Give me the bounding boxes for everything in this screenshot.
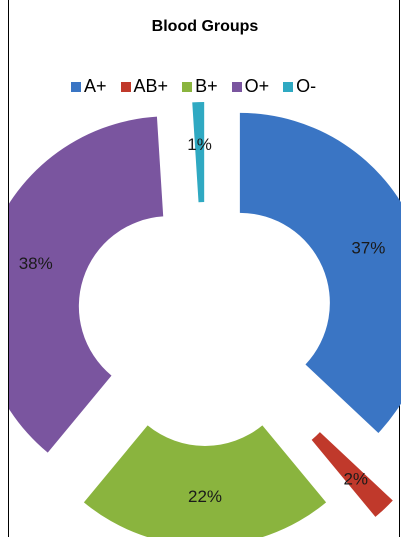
legend-item-o-minus: O-	[283, 76, 316, 97]
data-label: 1%	[187, 135, 212, 154]
legend-label: O+	[244, 76, 270, 96]
legend-item-ab-plus: AB+	[120, 76, 169, 97]
legend-swatch	[120, 81, 131, 92]
data-label: 37%	[351, 238, 385, 257]
legend-item-a-plus: A+	[71, 76, 107, 97]
legend-item-b-plus: B+	[182, 76, 218, 97]
slice-ab-minusplus	[311, 432, 393, 517]
legend-swatch	[231, 81, 242, 92]
slice-o-minus	[192, 102, 205, 203]
legend-swatch	[283, 81, 294, 92]
chart-frame: Blood Groups A+ AB+ B+ O+ O- 37% 2% 22% 38%…	[8, 0, 401, 537]
slice-o-minusplus	[9, 116, 164, 453]
slice-b-minusplus	[83, 425, 327, 537]
legend-label: O-	[296, 76, 317, 96]
data-label: 2%	[343, 470, 368, 489]
legend-swatch	[71, 81, 81, 92]
legend-label: B+	[195, 76, 218, 96]
slice-a-minusplus	[239, 112, 401, 433]
legend-label: AB+	[133, 76, 169, 96]
donut-chart: 37% 2% 22% 38% 1%	[9, 102, 401, 537]
legend-label: A+	[84, 76, 107, 96]
legend-item-o-plus: O+	[231, 76, 270, 97]
data-label: 22%	[188, 487, 222, 506]
chart-legend: A+ AB+ B+ O+ O-	[71, 76, 316, 97]
chart-title: Blood Groups	[151, 18, 259, 35]
data-label: 38%	[19, 254, 53, 273]
legend-swatch	[182, 81, 193, 92]
